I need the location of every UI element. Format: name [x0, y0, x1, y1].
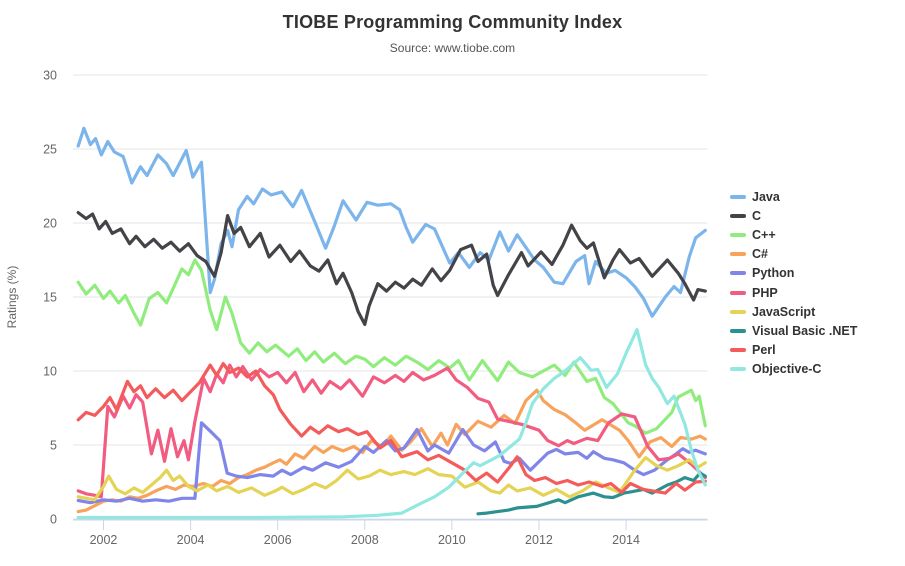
legend-marker-c	[730, 213, 746, 218]
legend-marker-perl	[730, 348, 746, 353]
series-layer	[76, 126, 707, 520]
y-tick-label: 25	[43, 143, 57, 157]
y-axis-title: Ratings (%)	[5, 266, 19, 329]
legend-item-c[interactable]: C#	[730, 245, 857, 264]
legend-marker-java	[730, 194, 746, 199]
x-tick-label: 2004	[177, 533, 205, 547]
legend-label: Objective-C	[752, 362, 822, 377]
legend: Java C C++ C# Python PHP JavaScript Visual Basi…	[730, 187, 857, 379]
series-line-c[interactable]	[76, 258, 707, 435]
x-tick-label: 2010	[438, 533, 466, 547]
legend-label: PHP	[752, 285, 778, 300]
legend-item-javascript[interactable]: JavaScript	[730, 302, 857, 321]
chart-title: TIOBE Programming Community Index	[282, 12, 623, 32]
legend-marker-objective-c	[730, 367, 746, 372]
legend-marker-javascript	[730, 309, 746, 314]
legend-label: Perl	[752, 343, 776, 358]
legend-label: JavaScript	[752, 304, 816, 319]
series-line-objective-c[interactable]	[76, 328, 707, 520]
series-line-perl[interactable]	[76, 362, 707, 495]
legend-label: C	[752, 208, 762, 223]
series-line-visual-basic-net[interactable]	[476, 471, 707, 516]
legend-label: Java	[752, 189, 780, 204]
x-tick-label: 2012	[525, 533, 553, 547]
legend-item-python[interactable]: Python	[730, 264, 857, 283]
x-tick-label: 2002	[90, 533, 118, 547]
series-line-python[interactable]	[76, 421, 707, 505]
y-tick-label: 0	[50, 513, 57, 527]
series-line-c[interactable]	[76, 211, 707, 326]
y-tick-label: 20	[43, 217, 57, 231]
legend-marker-c	[730, 232, 746, 237]
y-tick-label: 10	[43, 365, 57, 379]
legend-label: C#	[752, 247, 768, 262]
legend-marker-visual-basic-net	[730, 328, 746, 333]
series-line-javascript[interactable]	[76, 456, 707, 502]
legend-item-objective-c[interactable]: Objective-C	[730, 360, 857, 379]
legend-item-c[interactable]: C++	[730, 225, 857, 244]
legend-label: Visual Basic .NET	[752, 323, 858, 338]
x-tick-label: 2014	[612, 533, 640, 547]
legend-item-perl[interactable]: Perl	[730, 341, 857, 360]
x-tick-label: 2008	[351, 533, 379, 547]
y-tick-label: 30	[43, 69, 57, 83]
y-tick-label: 5	[50, 439, 57, 453]
legend-item-java[interactable]: Java	[730, 187, 857, 206]
chart-subtitle: Source: www.tiobe.com	[389, 41, 516, 55]
axis-layer: 0 5 10 15 20 25 30 2002 2004 2006 2008 2010 2012 2014	[43, 69, 708, 547]
legend-item-visual-basic-net[interactable]: Visual Basic .NET	[730, 321, 857, 340]
y-tick-label: 15	[43, 291, 57, 305]
legend-label: C++	[752, 227, 776, 242]
legend-item-php[interactable]: PHP	[730, 283, 857, 302]
series-line-php[interactable]	[76, 363, 707, 499]
legend-marker-php	[730, 290, 746, 295]
legend-item-c[interactable]: C	[730, 206, 857, 225]
x-tick-label: 2006	[264, 533, 292, 547]
legend-label: Python	[752, 266, 795, 281]
series-line-c[interactable]	[76, 388, 707, 514]
legend-marker-python	[730, 271, 746, 276]
legend-marker-c	[730, 252, 746, 257]
